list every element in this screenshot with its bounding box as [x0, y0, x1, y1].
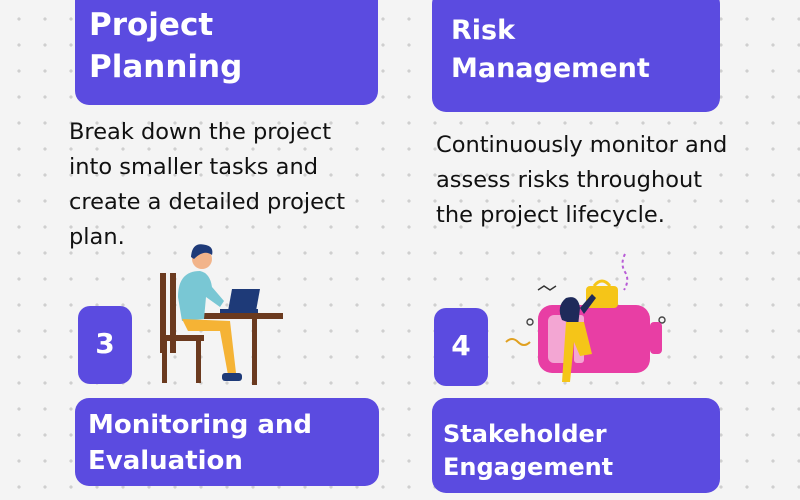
card-title-line: Project: [89, 7, 214, 43]
step-number-badge: 4: [434, 308, 488, 386]
description-line: Break down the project: [69, 119, 332, 145]
card-title-line: Monitoring and: [88, 410, 313, 440]
stakeholder-engagement-card: Stakeholder Engagement: [432, 398, 720, 493]
description-line: assess risks throughout: [436, 167, 703, 193]
card-title-line: Engagement: [443, 453, 614, 481]
risk-management-card: Risk Management: [432, 0, 720, 112]
description-line: create a detailed project: [69, 189, 346, 215]
monitoring-evaluation-card: Monitoring and Evaluation: [75, 398, 379, 486]
card-title-line: Management: [451, 53, 650, 84]
card-title-line: Planning: [89, 49, 243, 85]
person-at-laptop-illustration: [148, 235, 283, 394]
description-line: into smaller tasks and: [69, 154, 318, 180]
project-planning-card: Project Planning: [75, 0, 378, 105]
description-line: plan.: [69, 224, 125, 250]
card-title-line: Evaluation: [88, 446, 243, 476]
project-planning-description: Break down the project into smaller task…: [69, 115, 345, 255]
risk-management-description: Continuously monitor and assess risks th…: [436, 128, 727, 233]
step-number-badge: 3: [78, 306, 132, 384]
card-title-line: Risk: [451, 15, 516, 46]
description-line: the project lifecycle.: [436, 202, 665, 228]
card-title-line: Stakeholder: [443, 420, 607, 448]
description-line: Continuously monitor and: [436, 132, 728, 158]
battery-illustration: [500, 250, 690, 399]
